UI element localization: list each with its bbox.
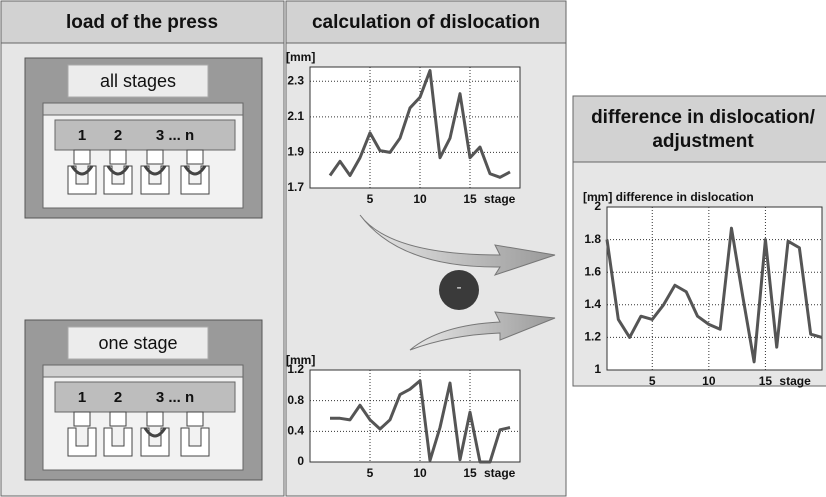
- punch: [187, 150, 203, 164]
- figure: load of the press calculation of disloca…: [0, 0, 826, 497]
- panel-title: calculation of dislocation: [312, 12, 540, 33]
- y-tick-label: 0.8: [287, 393, 304, 407]
- y-tick-label: 1.8: [584, 232, 601, 246]
- x-tick-label: 15: [463, 192, 477, 206]
- panel-title: difference in dislocation/: [591, 107, 816, 128]
- x-tick-label: 15: [759, 374, 773, 388]
- punch: [74, 412, 90, 426]
- y-tick-label: 2.1: [287, 109, 304, 123]
- stage-number: 3 ... n: [156, 127, 194, 144]
- panel-title: load of the press: [66, 12, 218, 33]
- y-tick-label: 1: [594, 362, 601, 376]
- press-head: [43, 365, 243, 377]
- panel-title: adjustment: [652, 131, 754, 152]
- punch: [187, 412, 203, 426]
- y-tick-label: 1.7: [287, 180, 304, 194]
- y-tick-label: 1.9: [287, 145, 304, 159]
- x-axis-label: stage: [484, 192, 516, 206]
- x-axis-label: stage: [779, 374, 811, 388]
- punch: [110, 150, 126, 164]
- y-tick-label: 1.6: [584, 264, 601, 278]
- x-tick-label: 15: [463, 466, 477, 480]
- punch: [110, 412, 126, 426]
- x-tick-label: 10: [413, 192, 427, 206]
- y-tick-label: 0: [297, 454, 304, 468]
- stage-number: 2: [114, 127, 122, 144]
- x-tick-label: 5: [367, 466, 374, 480]
- y-tick-label: 2.3: [287, 73, 304, 87]
- page: load of the press calculation of disloca…: [0, 0, 826, 497]
- x-tick-label: 10: [702, 374, 716, 388]
- punch: [74, 150, 90, 164]
- x-tick-label: 5: [649, 374, 656, 388]
- y-axis-label: [mm] difference in dislocation: [583, 190, 754, 204]
- y-axis-label: [mm]: [286, 50, 315, 64]
- y-axis-label: [mm]: [286, 353, 315, 367]
- press-head: [43, 103, 243, 115]
- x-tick-label: 10: [413, 466, 427, 480]
- punch: [147, 412, 163, 426]
- press-label: one stage: [98, 333, 177, 353]
- punch: [147, 150, 163, 164]
- operator: -: [456, 279, 461, 296]
- panel-header: [573, 96, 826, 162]
- x-tick-label: 5: [367, 192, 374, 206]
- plot-area: [607, 207, 822, 370]
- x-axis-label: stage: [484, 466, 516, 480]
- press-label: all stages: [100, 71, 176, 91]
- y-tick-label: 1.2: [584, 330, 601, 344]
- stage-number: 1: [78, 127, 86, 144]
- y-tick-label: 1.4: [584, 297, 601, 311]
- stage-number: 1: [78, 389, 86, 406]
- y-tick-label: 0.4: [287, 424, 304, 438]
- stage-number: 3 ... n: [156, 389, 194, 406]
- stage-number: 2: [114, 389, 122, 406]
